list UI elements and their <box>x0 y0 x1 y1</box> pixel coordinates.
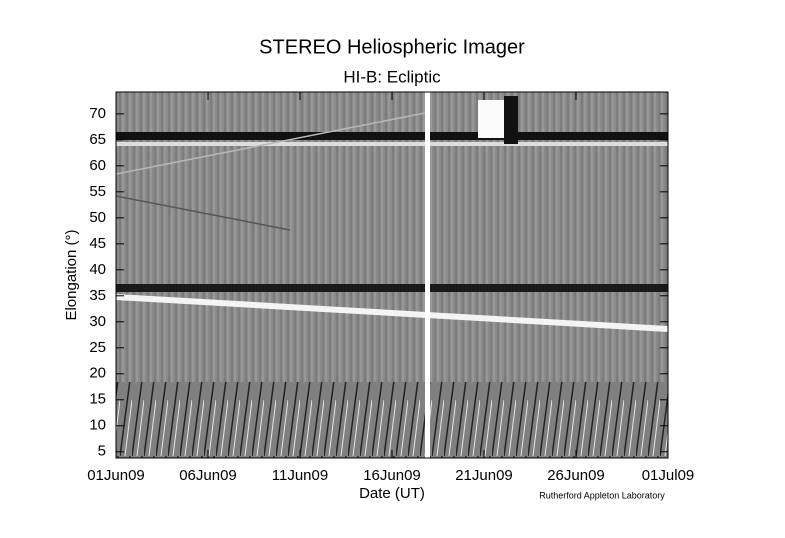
y-tick-label: 10 <box>89 417 106 434</box>
faint-track <box>115 111 431 175</box>
x-tick-label: 01Jun09 <box>87 467 145 484</box>
y-tick-label: 40 <box>89 261 106 278</box>
y-tick-label: 15 <box>89 391 106 408</box>
chart-subtitle: HI-B: Ecliptic <box>343 67 441 86</box>
x-axis-label: Date (UT) <box>359 485 425 502</box>
dark-band <box>116 132 668 140</box>
x-tick-label: 21Jun09 <box>455 467 513 484</box>
y-tick-label: 70 <box>89 105 106 122</box>
y-tick-label: 45 <box>89 235 106 252</box>
bright-band <box>116 142 668 146</box>
dark-band <box>116 284 668 292</box>
y-tick-label: 30 <box>89 313 106 330</box>
bright-feature <box>478 100 504 138</box>
y-tick-label: 35 <box>89 287 106 304</box>
y-tick-label: 65 <box>89 131 106 148</box>
y-tick-label: 20 <box>89 365 106 382</box>
credit: Rutherford Appleton Laboratory <box>539 490 665 500</box>
faint-track <box>115 195 291 231</box>
y-axis-label: Elongation (°) <box>63 229 80 320</box>
dark-feature <box>504 96 518 144</box>
x-tick-label: 16Jun09 <box>363 467 421 484</box>
y-tick-label: 50 <box>89 209 106 226</box>
x-tick-label: 26Jun09 <box>547 467 605 484</box>
y-tick-label: 25 <box>89 339 106 356</box>
chart-title: STEREO Heliospheric Imager <box>259 36 525 58</box>
image-lower-panel <box>116 382 668 458</box>
y-tick-label: 5 <box>98 443 106 460</box>
x-tick-label: 11Jun09 <box>272 467 328 484</box>
x-tick-label: 01Jul09 <box>642 467 695 484</box>
y-tick-label: 55 <box>89 183 106 200</box>
x-tick-label: 06Jun09 <box>179 467 237 484</box>
y-tick-label: 60 <box>89 157 106 174</box>
bright-streak <box>116 294 668 332</box>
gap-line <box>425 92 430 458</box>
